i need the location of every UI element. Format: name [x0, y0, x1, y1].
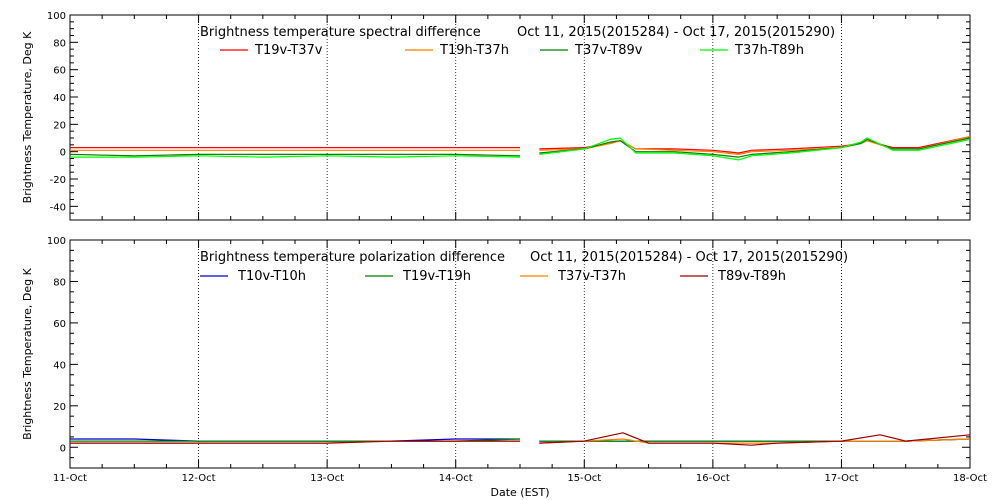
- polarization-difference-panel: 0 20 40 60 80 100 11-Oct 12-Oct 13-Oct 14-Oct 15-O…: [21, 236, 987, 499]
- series-line-t89v-t89h: [539, 432, 971, 446]
- x-tick-label: 14-Oct: [439, 473, 473, 484]
- plot-frame: [69, 239, 971, 469]
- x-tick-label: 18-Oct: [953, 473, 987, 484]
- y-tick-label: 0: [60, 148, 66, 159]
- y-tick-label: 80: [53, 277, 66, 288]
- y-axis-title: Brightness Temperature, Deg K: [21, 31, 34, 203]
- legend-label: T89v-T89h: [717, 269, 786, 284]
- y-tick-label: 60: [53, 66, 66, 77]
- date-range: Oct 11, 2015(2015284) - Oct 17, 2015(201…: [517, 25, 835, 40]
- series-line-t37v-t89v: [69, 153, 521, 157]
- x-tick-label: 11-Oct: [53, 473, 87, 484]
- panel-title: Brightness temperature spectral differen…: [200, 25, 481, 40]
- legend-label: T37v-T89v: [574, 43, 643, 58]
- series-line-t37h-t89h: [70, 155, 521, 158]
- x-tick-label: 12-Oct: [182, 473, 216, 484]
- series-line-t37h-t89h: [539, 137, 971, 161]
- legend-label: T37v-T37h: [557, 269, 626, 284]
- x-axis-title: Date (EST): [490, 486, 549, 499]
- date-range: Oct 11, 2015(2015284) - Oct 17, 2015(201…: [530, 250, 848, 265]
- y-tick-label: 100: [47, 11, 66, 22]
- series-line-t89v-t89h: [70, 440, 520, 444]
- y-axis-title: Brightness Temperature, Deg K: [21, 267, 34, 439]
- legend-label: T19h-T37h: [439, 43, 509, 58]
- plot-frame: [69, 14, 971, 221]
- legend-label: T10v-T10h: [237, 269, 306, 284]
- y-tick-label: 20: [53, 120, 66, 131]
- y-tick-label: 100: [47, 236, 66, 247]
- legend-label: T19v-T19h: [402, 269, 471, 284]
- y-tick-label: 40: [53, 360, 66, 371]
- y-tick-label: -40: [50, 202, 66, 213]
- y-tick-label: -20: [50, 175, 66, 186]
- legend-label: T19v-T37v: [254, 43, 323, 58]
- y-tick-label: 0: [60, 443, 66, 454]
- x-tick-label: 13-Oct: [310, 473, 344, 484]
- y-tick-label: 40: [53, 93, 66, 104]
- panel-title: Brightness temperature polarization diff…: [200, 250, 505, 265]
- spectral-difference-panel: -40 -20 0 20 40 60 80 100 Brightness Temperature…: [21, 11, 971, 221]
- series-line-t19h-t37h: [539, 136, 971, 155]
- y-tick-label: 60: [53, 319, 66, 330]
- y-tick-label: 80: [53, 38, 66, 49]
- x-tick-label: 15-Oct: [567, 473, 601, 484]
- y-tick-label: 20: [53, 402, 66, 413]
- legend-label: T37h-T89h: [734, 43, 804, 58]
- x-tick-label: 17-Oct: [824, 473, 858, 484]
- x-tick-label: 16-Oct: [696, 473, 730, 484]
